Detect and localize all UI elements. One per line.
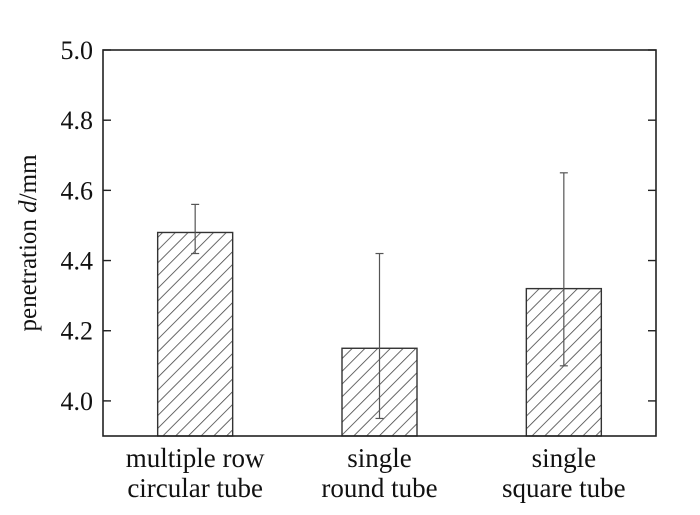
x-axis: multiple row circular tube single round tub… [126, 443, 626, 503]
y-axis: 4.0 4.2 4.4 4.6 4.8 5.0 [61, 36, 656, 416]
y-tick-label: 4.8 [61, 106, 94, 135]
y-tick-label: 4.0 [61, 387, 94, 416]
y-axis-label: penetration d/mm [15, 154, 42, 332]
x-tick-label: single square tube [502, 443, 626, 503]
x-tick-label: single round tube [321, 443, 437, 503]
error-bars-group [191, 172, 568, 420]
y-tick-label: 5.0 [61, 36, 94, 65]
y-tick-label: 4.2 [61, 317, 94, 346]
bar [156, 231, 234, 437]
plot-frame [102, 49, 657, 437]
y-tick-label: 4.6 [61, 176, 94, 205]
x-tick-label: multiple row circular tube [126, 443, 265, 503]
y-tick-label: 4.4 [61, 247, 94, 276]
